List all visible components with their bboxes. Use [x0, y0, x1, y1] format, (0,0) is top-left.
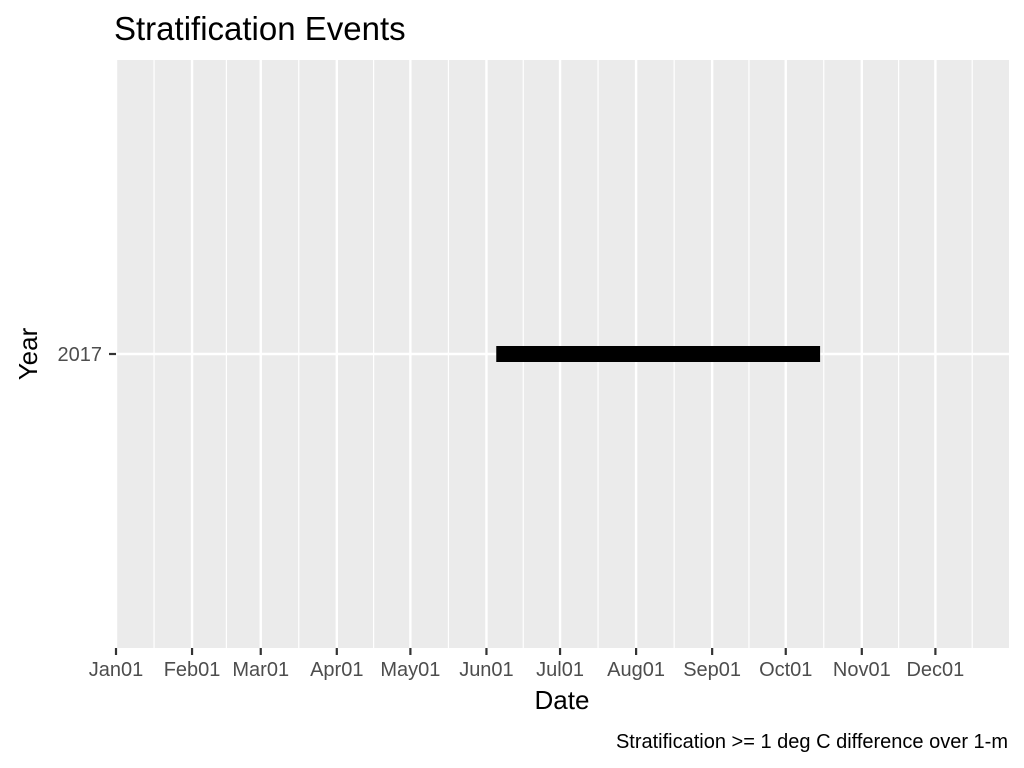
x-tick-label-Jul01: Jul01: [536, 659, 584, 681]
chart-caption: Stratification >= 1 deg C difference ove…: [616, 731, 1008, 753]
y-tick-label-2017: 2017: [58, 344, 103, 366]
x-tick-label-Jun01: Jun01: [459, 659, 514, 681]
x-tick-label-Nov01: Nov01: [833, 659, 891, 681]
y-axis-title: Year: [13, 327, 43, 380]
x-tick-label-Apr01: Apr01: [310, 659, 363, 681]
x-tick-label-Feb01: Feb01: [164, 659, 221, 681]
x-tick-label-May01: May01: [380, 659, 440, 681]
x-tick-label-Aug01: Aug01: [607, 659, 665, 681]
x-tick-label-Mar01: Mar01: [232, 659, 289, 681]
x-tick-label-Sep01: Sep01: [683, 659, 741, 681]
x-axis: Jan01 Feb01 Mar01 Apr01 May01 Jun01 Jul01 Aug01…: [89, 648, 964, 681]
x-tick-label-Oct01: Oct01: [759, 659, 812, 681]
chart-title: Stratification Events: [114, 10, 406, 47]
x-axis-title: Date: [535, 685, 590, 715]
y-axis: 2017: [58, 344, 116, 366]
x-tick-label-Dec01: Dec01: [906, 659, 964, 681]
x-tick-label-Jan01: Jan01: [89, 659, 144, 681]
